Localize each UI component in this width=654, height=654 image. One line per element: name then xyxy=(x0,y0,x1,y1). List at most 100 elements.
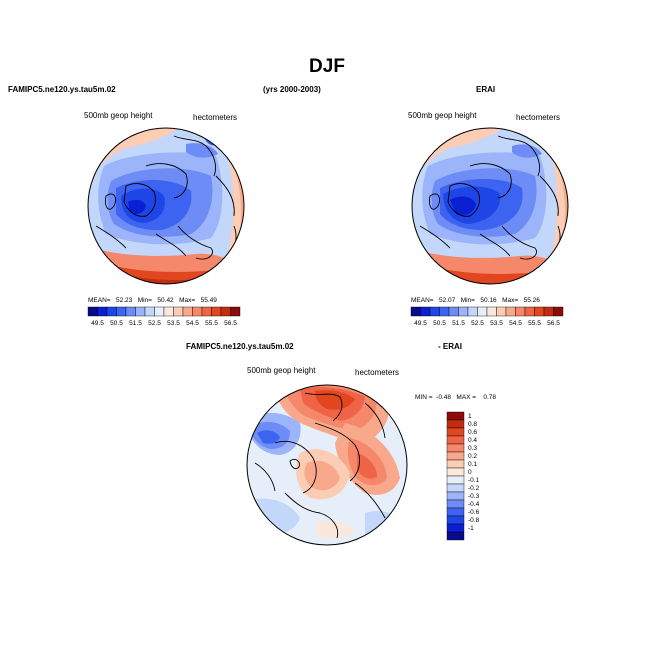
diff-colorbar-tick-label: -0.8 xyxy=(468,517,480,524)
years-label: (yrs 2000-2003) xyxy=(263,85,321,94)
panel2-min-label: Min= xyxy=(460,297,475,304)
panel1-colorbar-box xyxy=(201,306,212,317)
panel2-max-label: Max= xyxy=(502,297,519,304)
panel2-colorbar-tick-label: 56.5 xyxy=(547,320,560,327)
panel1-colorbar-box xyxy=(116,306,127,317)
panel1-max-label: Max= xyxy=(179,297,196,304)
panel1-colorbar-box xyxy=(135,306,146,317)
panel1-colorbar-tick-label: 56.5 xyxy=(224,320,237,327)
diff-colorbar-box xyxy=(446,491,465,501)
diff-colorbar-box xyxy=(446,507,465,517)
diff-colorbar-tick-label: 0.8 xyxy=(468,421,477,428)
panel1-colorbar-box xyxy=(220,306,231,317)
panel2-stats: MEAN= 52.07 Min= 50.16 Max= 55.26 xyxy=(411,297,540,304)
diff-units-label: hectometers xyxy=(355,368,400,377)
panel2-colorbar-box xyxy=(524,306,535,317)
diff-colorbar-box xyxy=(446,443,465,453)
diff-min-label: MIN = xyxy=(415,394,433,401)
panel2-colorbar-box xyxy=(448,306,459,317)
panel2-colorbar-tick-label: 49.5 xyxy=(414,320,427,327)
diff-colorbar-tick-label: 0 xyxy=(468,469,472,476)
panel2-colorbar-tick-label: 51.5 xyxy=(452,320,465,327)
diff-colorbar-tick-label: 0.1 xyxy=(468,461,477,468)
panel2-colorbar-box xyxy=(467,306,478,317)
panel2-map-boundary xyxy=(411,127,569,285)
panel2-colorbar-box xyxy=(505,306,516,317)
panel2-colorbar: 49.5 50.5 51.5 52.5 53.5 54.5 55.5 56.5 xyxy=(410,306,564,327)
diff-colorbar-box xyxy=(446,515,465,525)
diff-colorbar-box xyxy=(446,419,465,429)
panel2-colorbar-box xyxy=(477,306,488,317)
panel1-colorbar-box xyxy=(154,306,165,317)
diff-colorbar-box xyxy=(446,451,465,461)
panel1-colorbar-tick-label: 53.5 xyxy=(167,320,180,327)
diff-colorbar-box xyxy=(446,435,465,445)
panel2-colorbar-box xyxy=(534,306,545,317)
panel1-stats: MEAN= 52.23 Min= 50.42 Max= 55.49 xyxy=(88,297,217,304)
panel1-colorbar: 49.5 50.5 51.5 52.5 53.5 54.5 55.5 56.5 xyxy=(87,306,241,327)
panel1-colorbar-box xyxy=(106,306,117,317)
figure-title: DJF xyxy=(309,56,345,77)
panel1-colorbar-box xyxy=(211,306,222,317)
panel1-colorbar-tick-label: 52.5 xyxy=(148,320,161,327)
panel1-variable-label: 500mb geop height xyxy=(84,111,153,120)
diff-max-label: MAX = xyxy=(456,394,477,401)
panel2-colorbar-tick-label: 54.5 xyxy=(509,320,522,327)
panel1-colorbar-tick-label: 49.5 xyxy=(91,320,104,327)
panel2-colorbar-box xyxy=(429,306,440,317)
diff-colorbar-tick-label: 0.3 xyxy=(468,445,477,452)
panel1-case-label: FAMIPC5.ne120.ys.tau5m.02 xyxy=(8,85,116,94)
diff-colorbar-tick-label: -0.4 xyxy=(468,501,480,508)
panel2-variable-label: 500mb geop height xyxy=(408,111,477,120)
panel2-polar-map xyxy=(411,127,569,285)
panel1-mean-label: MEAN= xyxy=(88,297,111,304)
panel1-units-label: hectometers xyxy=(193,113,238,122)
diff-case-label: FAMIPC5.ne120.ys.tau5m.02 xyxy=(186,342,294,351)
diff-colorbar-tick-label: 0.4 xyxy=(468,437,477,444)
diff-stats: MIN = -0.48 MAX = 0.78 xyxy=(415,394,496,401)
panel2-colorbar-box xyxy=(410,306,421,317)
diff-colorbar-tick-label: -0.6 xyxy=(468,509,480,516)
panel2-colorbar-box xyxy=(515,306,526,317)
diff-colorbar-box xyxy=(446,411,465,421)
panel2-colorbar-box xyxy=(543,306,554,317)
diff-colorbar-box xyxy=(446,459,465,469)
diff-colorbar-tick-label: -0.3 xyxy=(468,493,480,500)
panel1-colorbar-box xyxy=(230,306,241,317)
diff-colorbar-box xyxy=(446,483,465,493)
diff-min-value: -0.48 xyxy=(436,394,451,401)
panel2-colorbar-box xyxy=(420,306,431,317)
panel2-colorbar-box xyxy=(486,306,497,317)
panel1-polar-map xyxy=(87,127,245,285)
panel1-colorbar-box xyxy=(182,306,193,317)
panel2-mean-value: 52.07 xyxy=(439,297,456,304)
panel1-coastlines xyxy=(95,135,237,260)
diff-variable-label: 500mb geop height xyxy=(247,366,316,375)
panel1-colorbar-box xyxy=(97,306,108,317)
diff-colorbar-tick-label: -0.2 xyxy=(468,485,480,492)
diff-colorbar-tick-label: -1 xyxy=(468,525,474,532)
panel2-colorbar-box xyxy=(458,306,469,317)
panel1-colorbar-tick-label: 51.5 xyxy=(129,320,142,327)
panel2-contour-field xyxy=(412,128,568,284)
panel1-colorbar-box xyxy=(87,306,98,317)
panel2-coastlines xyxy=(419,135,561,260)
diff-colorbar-box xyxy=(446,499,465,509)
panel1-colorbar-box xyxy=(125,306,136,317)
panel2-units-label: hectometers xyxy=(516,113,561,122)
diff-colorbar-box xyxy=(446,531,465,541)
diff-max-value: 0.78 xyxy=(483,394,496,401)
panel2-colorbar-tick-label: 53.5 xyxy=(490,320,503,327)
diff-colorbar-box xyxy=(446,427,465,437)
panel2-colorbar-box xyxy=(439,306,450,317)
diff-coastlines xyxy=(254,392,386,539)
panel1-colorbar-tick-label: 50.5 xyxy=(110,320,123,327)
panel2-colorbar-tick-label: 55.5 xyxy=(528,320,541,327)
panel2-mean-label: MEAN= xyxy=(411,297,434,304)
panel2-colorbar-box xyxy=(553,306,564,317)
panel2-colorbar-box xyxy=(496,306,507,317)
panel1-colorbar-box xyxy=(144,306,155,317)
diff-suffix-label: - ERAI xyxy=(438,342,462,351)
panel1-max-value: 55.49 xyxy=(200,297,217,304)
